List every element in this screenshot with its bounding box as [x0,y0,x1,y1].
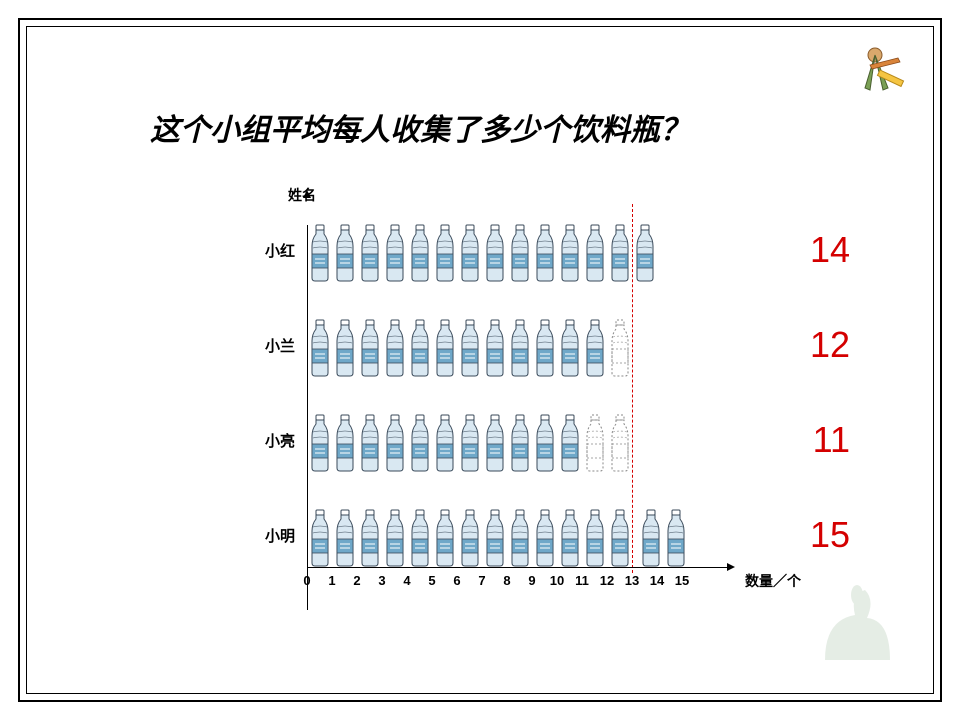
x-tick: 0 [303,573,310,588]
x-tick: 8 [503,573,510,588]
x-tick: 6 [453,573,460,588]
bottle-row [307,313,632,377]
x-axis-line [307,567,727,568]
x-tick: 14 [650,573,664,588]
x-tick: 10 [550,573,564,588]
bottle-row [307,503,688,567]
row-value: 14 [810,229,850,271]
compass-icon [850,40,910,100]
x-tick: 5 [428,573,435,588]
question-title: 这个小组平均每人收集了多少个饮料瓶？ [150,105,910,149]
x-axis-arrow [727,563,735,571]
y-axis-label: 姓名 [288,185,316,205]
x-tick: 9 [528,573,535,588]
y-axis-arrow [303,190,311,198]
chart-row: 小亮 [240,400,880,480]
row-value: 11 [813,419,850,461]
row-name-label: 小明 [240,525,307,546]
slide-frame: 这个小组平均每人收集了多少个饮料瓶？ 姓名 小红 [18,18,942,702]
row-name-label: 小兰 [240,335,307,356]
row-value: 12 [810,324,850,366]
bottle-row [307,218,657,282]
bottle-row [307,408,632,472]
x-axis: 0123456789101112131415 数量／个 [307,567,880,591]
chart-row: 小红 [240,210,880,290]
chart-row: 小兰 [240,305,880,385]
pictograph-chart: 小红 [240,210,880,600]
row-name-label: 小红 [240,240,307,261]
x-tick: 1 [328,573,335,588]
chart-row: 小明 [240,495,880,575]
x-tick: 3 [378,573,385,588]
x-tick: 4 [403,573,410,588]
x-tick: 12 [600,573,614,588]
x-axis-label: 数量／个 [745,571,801,591]
x-tick: 13 [625,573,639,588]
row-value: 15 [810,514,850,556]
average-line [632,204,633,573]
x-tick: 15 [675,573,689,588]
x-tick: 2 [353,573,360,588]
x-tick: 11 [575,573,589,588]
x-tick: 7 [478,573,485,588]
row-name-label: 小亮 [240,430,307,451]
